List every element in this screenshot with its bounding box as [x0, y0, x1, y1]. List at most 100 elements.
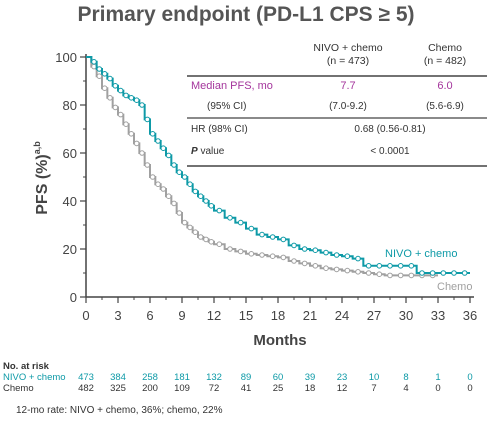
stats-col-nivo-line2: (n = 473) — [326, 55, 370, 67]
y-tick-label: 60 — [63, 146, 77, 161]
at-risk-cell: 23 — [336, 372, 348, 383]
censor-mark-chemo — [91, 63, 97, 70]
p-value: < 0.0001 — [370, 146, 410, 157]
censor-mark-nivo — [181, 174, 188, 180]
at-risk-cell: 4 — [403, 383, 409, 394]
at-risk-label: Chemo — [3, 383, 34, 394]
censor-mark-nivo — [171, 162, 177, 168]
censor-mark-nivo — [107, 75, 113, 82]
page-title: Primary endpoint (PD-L1 CPS ≥ 5) — [77, 3, 415, 26]
censor-mark-nivo — [365, 263, 372, 269]
censor-mark-nivo — [96, 66, 103, 72]
censor-mark-chemo — [101, 85, 108, 91]
censor-mark-nivo — [117, 87, 124, 94]
censor-mark-nivo — [461, 270, 468, 276]
y-axis-label-sup: a,b — [32, 141, 42, 155]
censor-mark-chemo — [408, 272, 415, 279]
censor-mark-nivo — [440, 270, 447, 276]
at-risk-cell: 60 — [272, 372, 284, 383]
censor-mark-nivo — [139, 102, 145, 108]
censor-mark-chemo — [187, 224, 193, 231]
x-tick-label: 12 — [207, 308, 221, 323]
censor-mark-nivo — [112, 83, 119, 89]
censor-mark-chemo — [139, 150, 145, 156]
series-label-nivo: NIVO + chemo — [385, 248, 457, 260]
censor-mark-chemo — [259, 252, 265, 258]
censor-mark-nivo — [429, 270, 436, 276]
censor-mark-chemo — [291, 258, 297, 264]
censor-mark-chemo — [192, 229, 199, 235]
stats-col-nivo: NIVO + chemo (n = 473) — [300, 42, 396, 68]
censor-mark-nivo — [165, 152, 172, 159]
censor-mark-chemo — [376, 271, 383, 278]
censor-mark-chemo — [171, 200, 177, 207]
censor-mark-nivo — [451, 270, 457, 276]
p-label-italic: P — [191, 146, 198, 157]
at-risk-cell: 325 — [110, 383, 126, 394]
at-risk-cell: 384 — [110, 372, 126, 383]
censor-mark-chemo — [344, 267, 351, 274]
curves-layer — [86, 56, 470, 279]
censor-mark-chemo — [248, 251, 255, 257]
censor-mark-nivo — [192, 188, 199, 195]
at-risk-cell: 41 — [240, 383, 252, 394]
x-tick-label: 24 — [335, 308, 349, 323]
median-nivo: 7.7 — [340, 80, 356, 92]
censor-mark-nivo — [387, 263, 393, 269]
censor-mark-chemo — [203, 236, 209, 243]
censor-mark-chemo — [269, 253, 276, 260]
censor-mark-chemo — [96, 73, 103, 79]
censor-mark-nivo — [227, 215, 233, 221]
stats-col-chemo-line1: Chemo — [428, 42, 462, 54]
hr-value: 0.68 (0.56-0.81) — [354, 124, 426, 135]
censor-mark-nivo — [101, 71, 108, 77]
censor-mark-chemo — [280, 254, 287, 261]
y-tick-label: 20 — [63, 242, 77, 257]
p-label: P value — [191, 146, 224, 157]
rate-note: 12-mo rate: NIVO + chemo, 36%; chemo, 22… — [16, 405, 223, 416]
censor-mark-chemo — [160, 186, 167, 192]
censor-mark-nivo — [216, 207, 223, 214]
censor-mark-nivo — [155, 138, 161, 144]
censor-mark-chemo — [216, 241, 223, 247]
x-tick-label: 9 — [178, 308, 185, 323]
censor-mark-chemo — [387, 272, 393, 279]
x-axis-label: Months — [253, 332, 306, 349]
censor-mark-nivo — [176, 169, 183, 175]
y-tick-label: 40 — [63, 194, 77, 209]
at-risk-label: NIVO + chemo — [3, 372, 66, 383]
censor-mark-chemo — [237, 248, 244, 255]
censor-mark-nivo — [187, 181, 193, 187]
censor-mark-chemo — [117, 111, 124, 118]
at-risk-cell: 1 — [435, 372, 441, 383]
censor-mark-nivo — [237, 219, 244, 226]
censor-mark-chemo — [149, 174, 156, 180]
censor-mark-chemo — [123, 121, 129, 127]
censor-mark-chemo — [312, 263, 319, 269]
x-tick-label: 3 — [114, 308, 121, 323]
ci-nivo: (7.0-9.2) — [329, 101, 367, 112]
series-label-chemo: Chemo — [437, 281, 472, 293]
censor-mark-nivo — [397, 263, 404, 269]
at-risk-row-chemo: Chemo 482 325 200 109 72 41 25 18 12 7 4 0 0 — [0, 383, 492, 395]
y-tick-label: 100 — [55, 50, 77, 65]
censor-mark-chemo — [155, 181, 161, 187]
stats-col-chemo-line2: (n = 482) — [423, 55, 467, 67]
censor-mark-nivo — [197, 193, 204, 199]
at-risk-cell: 109 — [174, 383, 190, 394]
ci-label: (95% CI) — [207, 101, 247, 112]
censor-mark-nivo — [301, 246, 308, 252]
x-tick-label: 6 — [146, 308, 153, 323]
censor-mark-chemo — [301, 260, 308, 267]
censor-mark-nivo — [312, 247, 319, 253]
censor-mark-chemo — [133, 140, 140, 147]
censor-mark-nivo — [259, 231, 265, 238]
stats-col-chemo: Chemo (n = 482) — [410, 42, 480, 68]
at-risk-cell: 473 — [78, 372, 94, 383]
censor-mark-chemo — [397, 272, 404, 279]
at-risk-cell: 0 — [435, 383, 441, 394]
x-tick-label: 33 — [431, 308, 445, 323]
censor-mark-chemo — [355, 269, 361, 275]
ci-chemo: (5.6-6.9) — [426, 101, 464, 112]
